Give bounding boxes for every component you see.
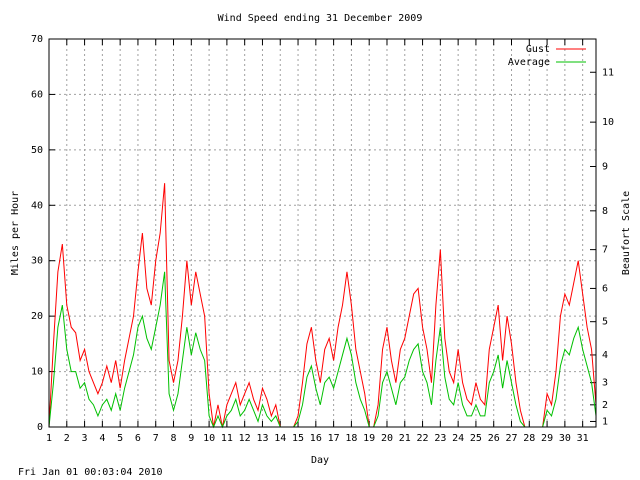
y2-tick-label: 11: [602, 67, 614, 78]
plot-frame: [48, 38, 597, 428]
y2-tick-label: 7: [602, 245, 608, 256]
footer: Fri Jan 01 00:03:04 2010: [18, 467, 163, 478]
x-tick-label: 28: [523, 433, 535, 444]
y-tick-label: 70: [31, 34, 43, 45]
y2-axis-label: Beaufort Scale: [621, 191, 632, 275]
y-tick-label: 50: [31, 145, 43, 156]
y-tick-label: 40: [31, 200, 43, 211]
y2-tick-label: 4: [602, 350, 608, 361]
x-tick-label: 21: [399, 433, 411, 444]
x-tick-label: 17: [328, 433, 340, 444]
x-tick-label: 29: [541, 433, 553, 444]
x-tick-label: 19: [363, 433, 375, 444]
x-tick-label: 14: [274, 433, 286, 444]
x-tick-label: 20: [381, 433, 393, 444]
y-tick-label: 10: [31, 367, 43, 378]
x-axis-label: Day: [311, 455, 329, 466]
data-line: [48, 183, 597, 428]
y2-tick-label: 3: [602, 378, 608, 389]
x-tick-label: 7: [153, 433, 159, 444]
legend-label: Gust: [526, 44, 550, 55]
y2-tick-label: 6: [602, 283, 608, 294]
x-tick-label: 3: [82, 433, 88, 444]
chart-title: Wind Speed ending 31 December 2009: [218, 13, 423, 24]
x-tick-label: 18: [345, 433, 357, 444]
x-tick-label: 4: [99, 433, 105, 444]
x-tick-label: 9: [188, 433, 194, 444]
data-line: [48, 271, 597, 429]
y-tick-label: 20: [31, 311, 43, 322]
x-tick-label: 22: [417, 433, 429, 444]
x-tick-label: 1: [46, 433, 52, 444]
x-tick-label: 10: [203, 433, 215, 444]
x-tick-label: 31: [577, 433, 589, 444]
x-tick-label: 24: [452, 433, 464, 444]
x-tick-label: 5: [117, 433, 123, 444]
y2-tick-label: 9: [602, 161, 608, 172]
y-tick-label: 60: [31, 89, 43, 100]
y2-tick-label: 2: [602, 400, 608, 411]
x-tick-label: 12: [239, 433, 251, 444]
x-tick-label: 27: [505, 433, 517, 444]
x-tick-label: 23: [434, 433, 446, 444]
y2-tick-label: 1: [602, 416, 608, 427]
y2-tick-label: 5: [602, 317, 608, 328]
legend-label: Average: [508, 57, 550, 68]
x-tick-label: 26: [488, 433, 500, 444]
y-tick-label: 0: [37, 422, 43, 433]
x-tick-label: 6: [135, 433, 141, 444]
x-tick-label: 11: [221, 433, 233, 444]
y2-tick-label: 8: [602, 206, 608, 217]
x-tick-label: 8: [171, 433, 177, 444]
x-tick-label: 13: [256, 433, 268, 444]
x-tick-label: 25: [470, 433, 482, 444]
x-tick-label: 16: [310, 433, 322, 444]
x-tick-label: 15: [292, 433, 304, 444]
x-tick-label: 2: [64, 433, 70, 444]
y2-tick-label: 10: [602, 117, 614, 128]
y-axis-label: Miles per Hour: [10, 191, 21, 275]
x-tick-label: 30: [559, 433, 571, 444]
y-tick-label: 30: [31, 256, 43, 267]
